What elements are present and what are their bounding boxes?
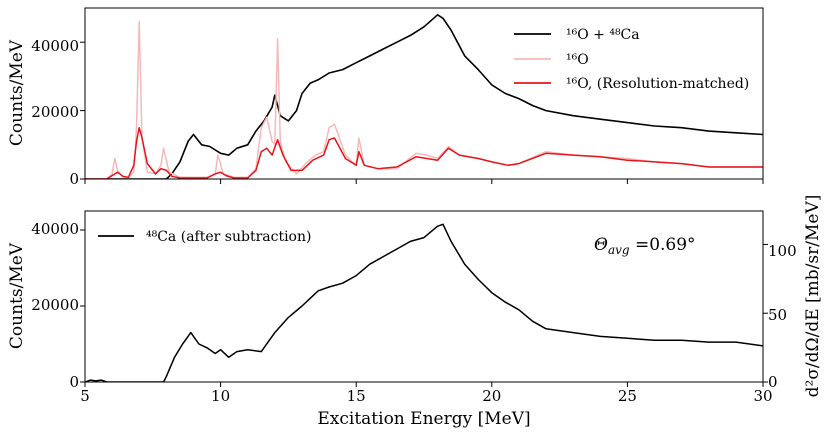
top-ytick-label-0: 0 [69, 170, 79, 188]
theta-value: =0.69° [630, 235, 696, 255]
series-line-16o-resolution-matched [85, 126, 763, 179]
bottom-y2tick-label-0: 0 [768, 373, 778, 391]
bottom-ytick-label-20000: 20000 [31, 296, 79, 314]
bottom-ytick-label-40000: 40000 [31, 220, 79, 238]
legend-label-o16-resmatched: ¹⁶O, (Resolution-matched) [566, 76, 749, 92]
xlabel: Excitation Energy [MeV] [317, 409, 530, 429]
bottom-ytick-label-0: 0 [69, 373, 79, 391]
bottom-axes-frame [84, 210, 764, 383]
series-line-16o [85, 20, 763, 179]
bottom-ticks [80, 229, 768, 387]
bottom-y2tick-label-50: 50 [768, 306, 787, 324]
top-legend: ¹⁶O + ⁴⁸Ca ¹⁶O ¹⁶O, (Resolution-matched) [514, 27, 749, 92]
top-ytick-label-20000: 20000 [31, 103, 79, 121]
bottom-xtick-label-20: 20 [482, 387, 501, 405]
legend-label-o16: ¹⁶O [566, 52, 589, 68]
bottom-ylabel: Counts/MeV [7, 242, 27, 349]
theta-avg-annotation: Θavg =0.69° [594, 235, 696, 257]
top-series-group [85, 14, 763, 179]
bottom-xtick-label-5: 5 [80, 387, 90, 405]
bottom-panel: 0 20000 40000 0 50 100 5 10 15 20 25 30 … [7, 195, 823, 429]
top-axes-frame [84, 7, 764, 180]
top-ylabel: Counts/MeV [7, 39, 27, 146]
theta-subscript: avg [608, 243, 630, 257]
bottom-legend: ⁴⁸Ca (after subtraction) [98, 229, 311, 245]
bottom-xtick-label-10: 10 [211, 387, 230, 405]
series-line-48ca-after-subtraction [85, 223, 763, 382]
top-ticks [80, 41, 764, 184]
top-panel: 0 20000 40000 Counts/MeV ¹⁶O + ⁴⁸Ca ¹⁶O … [7, 7, 764, 188]
bottom-y2label: d²σ/dΩ/dE [mb/sr/MeV] [803, 195, 823, 398]
bottom-xtick-label-25: 25 [618, 387, 637, 405]
series-line-16o-48ca [85, 14, 763, 179]
theta-symbol: Θ [594, 235, 608, 255]
bottom-y2tick-label-100: 100 [768, 242, 797, 260]
bottom-xtick-label-30: 30 [753, 387, 772, 405]
bottom-series-group [85, 223, 763, 382]
legend-label-ca48: ⁴⁸Ca (after subtraction) [146, 229, 311, 245]
top-ytick-label-40000: 40000 [31, 37, 79, 55]
legend-label-combined: ¹⁶O + ⁴⁸Ca [566, 27, 640, 43]
bottom-xtick-label-15: 15 [347, 387, 366, 405]
